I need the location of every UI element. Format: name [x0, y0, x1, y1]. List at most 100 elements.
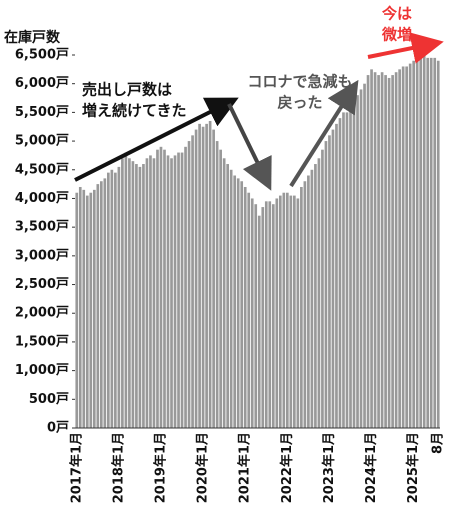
- bar: [236, 178, 240, 428]
- bar: [317, 158, 321, 429]
- bars: [75, 55, 440, 429]
- bar: [243, 186, 247, 428]
- x-tick-label: 2017年1月: [68, 432, 84, 503]
- bar: [398, 69, 401, 428]
- bar: [352, 100, 356, 429]
- arrows: [74, 32, 444, 191]
- bar: [307, 175, 310, 428]
- bar: [128, 158, 131, 429]
- bar: [422, 55, 426, 428]
- y-tick-label: 5,000戸: [15, 134, 69, 149]
- bar: [289, 195, 293, 428]
- y-tick-label: 3,500戸: [15, 220, 69, 235]
- y-tick-label: 2,000戸: [15, 306, 69, 321]
- x-tick-label: 2021年1月: [237, 432, 253, 503]
- bar: [229, 169, 233, 428]
- bar: [131, 161, 135, 428]
- x-tick-label: 2025年1月: [405, 432, 421, 503]
- bar: [296, 198, 300, 428]
- bar: [89, 192, 93, 428]
- y-tick-label: 3,000戸: [15, 248, 69, 263]
- annotation: 増え続けてきた: [82, 102, 187, 120]
- bar: [142, 164, 145, 428]
- bar: [163, 149, 166, 428]
- bar: [338, 118, 342, 428]
- bar: [180, 152, 184, 429]
- annotation: 微増: [381, 26, 412, 44]
- y-tick-label: 4,000戸: [15, 191, 69, 206]
- bar: [419, 57, 423, 428]
- bar: [166, 155, 170, 428]
- annotation: 戻った: [276, 94, 322, 112]
- bar: [138, 166, 142, 428]
- bar: [321, 149, 324, 428]
- bar: [377, 75, 380, 428]
- bar: [222, 158, 226, 429]
- bar: [250, 198, 254, 428]
- bar: [107, 172, 110, 428]
- bar: [380, 72, 384, 428]
- y-tick-label: 5,500戸: [15, 105, 69, 120]
- bar: [359, 89, 363, 428]
- y-tick-label: 4,500戸: [15, 162, 69, 177]
- bar: [187, 141, 191, 429]
- bar: [310, 169, 314, 428]
- bar: [271, 204, 275, 428]
- bar: [92, 189, 96, 428]
- bar: [149, 155, 152, 428]
- bar: [268, 201, 272, 428]
- bar: [426, 57, 430, 428]
- bar: [408, 63, 412, 428]
- y-tick-label: 6,000戸: [15, 76, 69, 91]
- bar: [103, 178, 107, 428]
- bar: [335, 123, 338, 428]
- bar: [415, 57, 419, 428]
- bar: [170, 158, 173, 429]
- bar: [233, 175, 237, 428]
- bar: [208, 120, 212, 428]
- bar: [264, 201, 268, 428]
- bar: [285, 192, 289, 428]
- bar: [75, 192, 79, 428]
- bar: [257, 215, 261, 428]
- bar: [405, 66, 408, 428]
- bar: [373, 72, 377, 428]
- bar: [384, 75, 387, 428]
- arrow: [367, 32, 444, 64]
- bar: [370, 69, 373, 428]
- bar: [156, 149, 159, 428]
- x-tick-label: 2020年1月: [195, 432, 211, 503]
- bar: [342, 112, 345, 428]
- arrow: [227, 103, 272, 191]
- bar: [201, 126, 205, 428]
- x-tick-label: 2023年1月: [321, 432, 337, 503]
- bar: [114, 172, 117, 428]
- y-tick-label: 0戸: [47, 421, 69, 436]
- bar: [215, 141, 219, 429]
- annotation: コロナで急減も: [247, 73, 352, 91]
- bar: [261, 207, 265, 428]
- x-tick-label: 2018年1月: [110, 432, 126, 503]
- bar: [391, 75, 394, 428]
- bar: [345, 112, 349, 428]
- bar: [247, 192, 251, 428]
- bar: [275, 198, 279, 428]
- bar: [82, 189, 86, 428]
- bar: [366, 75, 370, 428]
- bar: [173, 155, 177, 428]
- bar: [152, 158, 156, 429]
- bar: [85, 195, 89, 428]
- bar: [145, 158, 149, 429]
- bar: [293, 195, 296, 428]
- bar: [331, 129, 335, 428]
- x-tick-label: 2019年1月: [152, 432, 168, 503]
- bar: [356, 95, 359, 429]
- bar: [412, 60, 416, 428]
- bar: [205, 123, 208, 428]
- bar: [177, 152, 180, 429]
- bar: [191, 135, 194, 429]
- bar: [394, 72, 398, 428]
- bar: [324, 141, 328, 429]
- x-tick-label: 2022年1月: [279, 432, 295, 503]
